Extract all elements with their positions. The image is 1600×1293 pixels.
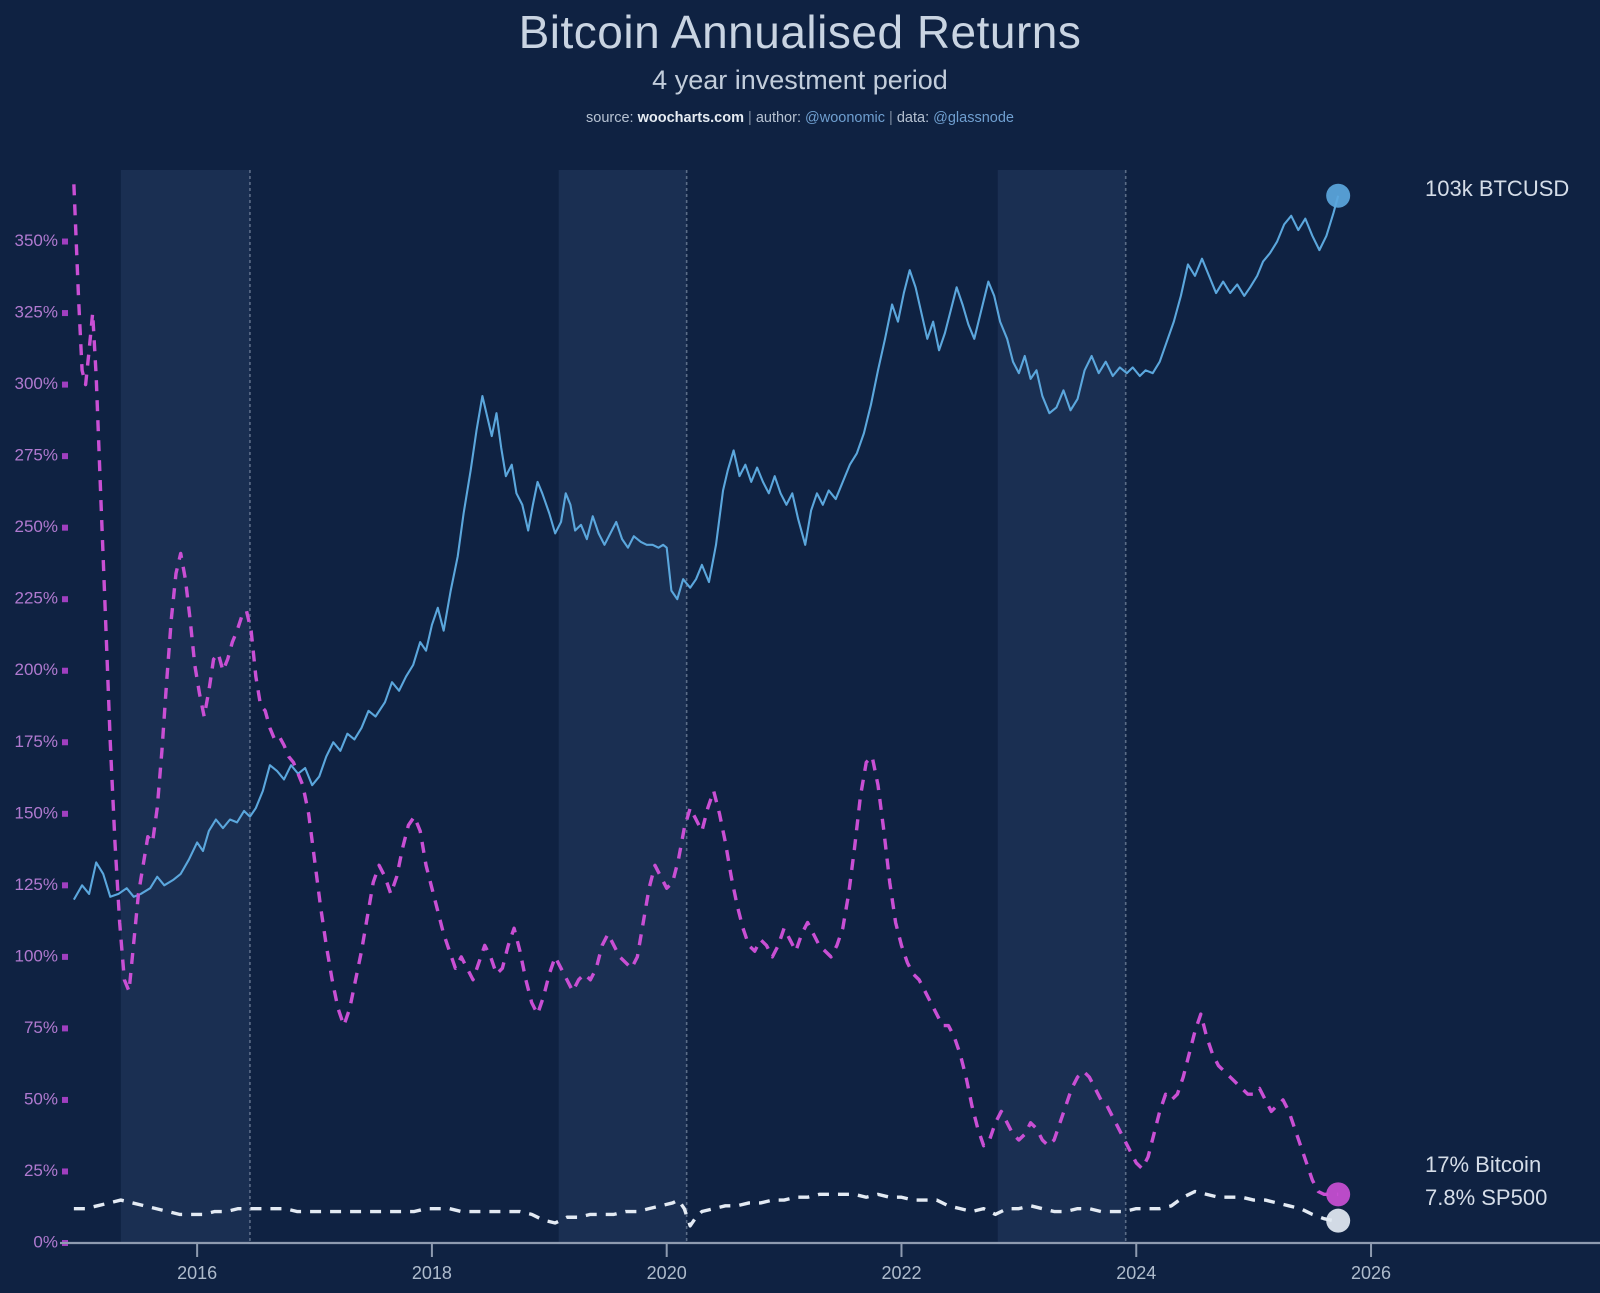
- y-tick-label: 175%: [15, 732, 58, 751]
- data-label: data:: [896, 109, 930, 126]
- x-tick-label: 2024: [1116, 1263, 1156, 1283]
- y-tick-marker: [62, 310, 68, 317]
- chart-series: [72, 184, 1340, 1228]
- x-tick-label: 2016: [177, 1263, 217, 1283]
- series-line-1: [72, 184, 1339, 1197]
- y-tick-marker: [62, 238, 68, 245]
- data-value[interactable]: @glassnode: [933, 109, 1014, 126]
- series-line-2: [73, 1189, 1339, 1228]
- chart-header: Bitcoin Annualised Returns 4 year invest…: [0, 0, 1600, 127]
- y-tick-label: 325%: [15, 303, 58, 322]
- credits-separator-1: |: [748, 109, 752, 126]
- y-tick-marker: [62, 1096, 68, 1103]
- x-tick-label: 2026: [1351, 1263, 1391, 1283]
- credits-line: source: woocharts.com | author: @woonomi…: [0, 110, 1600, 127]
- halving-band-2: [558, 170, 687, 1243]
- y-tick-label: 300%: [15, 374, 58, 393]
- y-tick-label: 275%: [15, 446, 58, 465]
- x-tick-label: 2018: [412, 1263, 452, 1283]
- x-tick-label: 2020: [647, 1263, 687, 1283]
- y-tick-label: 225%: [15, 589, 58, 608]
- x-axis: 2016 2018 2020 2022 2024 2026: [60, 1241, 1600, 1283]
- y-tick-label: 150%: [15, 803, 58, 822]
- legend-btc-price: 103k BTCUSD: [1425, 176, 1569, 202]
- y-tick-label: 350%: [15, 231, 58, 250]
- y-tick-marker: [62, 1025, 68, 1032]
- series-endpoints: [1326, 183, 1351, 1233]
- series-endpoint-marker-2: [1326, 1208, 1351, 1233]
- y-tick-label: 250%: [15, 517, 58, 536]
- halving-bands: [120, 170, 1127, 1243]
- y-tick-marker: [62, 667, 68, 674]
- y-tick-label: 125%: [15, 875, 58, 894]
- series-line-0: [72, 195, 1340, 901]
- y-tick-marker: [62, 882, 68, 889]
- y-tick-label: 200%: [15, 660, 58, 679]
- halving-band-1: [120, 170, 250, 1243]
- author-label: author:: [755, 109, 801, 126]
- y-tick-marker: [62, 524, 68, 531]
- credits-separator-2: |: [889, 109, 893, 126]
- y-tick-label: 0%: [33, 1232, 58, 1251]
- y-tick-marker: [62, 596, 68, 603]
- source-label: source:: [586, 109, 634, 126]
- legend-btc-return: 17% Bitcoin: [1425, 1152, 1541, 1178]
- y-tick-label: 75%: [24, 1018, 58, 1037]
- y-tick-label: 25%: [24, 1161, 58, 1180]
- y-tick-marker: [62, 381, 68, 388]
- series-endpoint-marker-1: [1326, 1182, 1351, 1207]
- legend-btc-return-label: 17% Bitcoin: [1425, 1152, 1542, 1177]
- legend-sp500-return-label: 7.8% SP500: [1425, 1185, 1548, 1210]
- y-tick-marker: [62, 739, 68, 746]
- legend-btc-price-label: 103k BTCUSD: [1425, 176, 1570, 201]
- y-tick-marker: [62, 810, 68, 817]
- x-tick-label: 2022: [881, 1263, 921, 1283]
- y-tick-label: 50%: [24, 1089, 58, 1108]
- source-value[interactable]: woocharts.com: [637, 109, 744, 126]
- legend-sp500-return: 7.8% SP500: [1425, 1185, 1547, 1211]
- author-value[interactable]: @woonomic: [805, 109, 886, 126]
- y-tick-label: 100%: [15, 946, 58, 965]
- page-title: Bitcoin Annualised Returns: [518, 6, 1082, 58]
- y-tick-marker: [62, 1168, 68, 1175]
- chart-subtitle: 4 year investment period: [652, 65, 948, 96]
- halving-band-3: [997, 170, 1126, 1243]
- series-endpoint-marker-0: [1326, 183, 1351, 208]
- y-axis-ticks: 0% 25% 50% 75% 100% 125% 150% 175% 200% 225% 250% 2…: [15, 231, 68, 1251]
- y-tick-marker: [62, 453, 68, 460]
- y-tick-marker: [62, 953, 68, 960]
